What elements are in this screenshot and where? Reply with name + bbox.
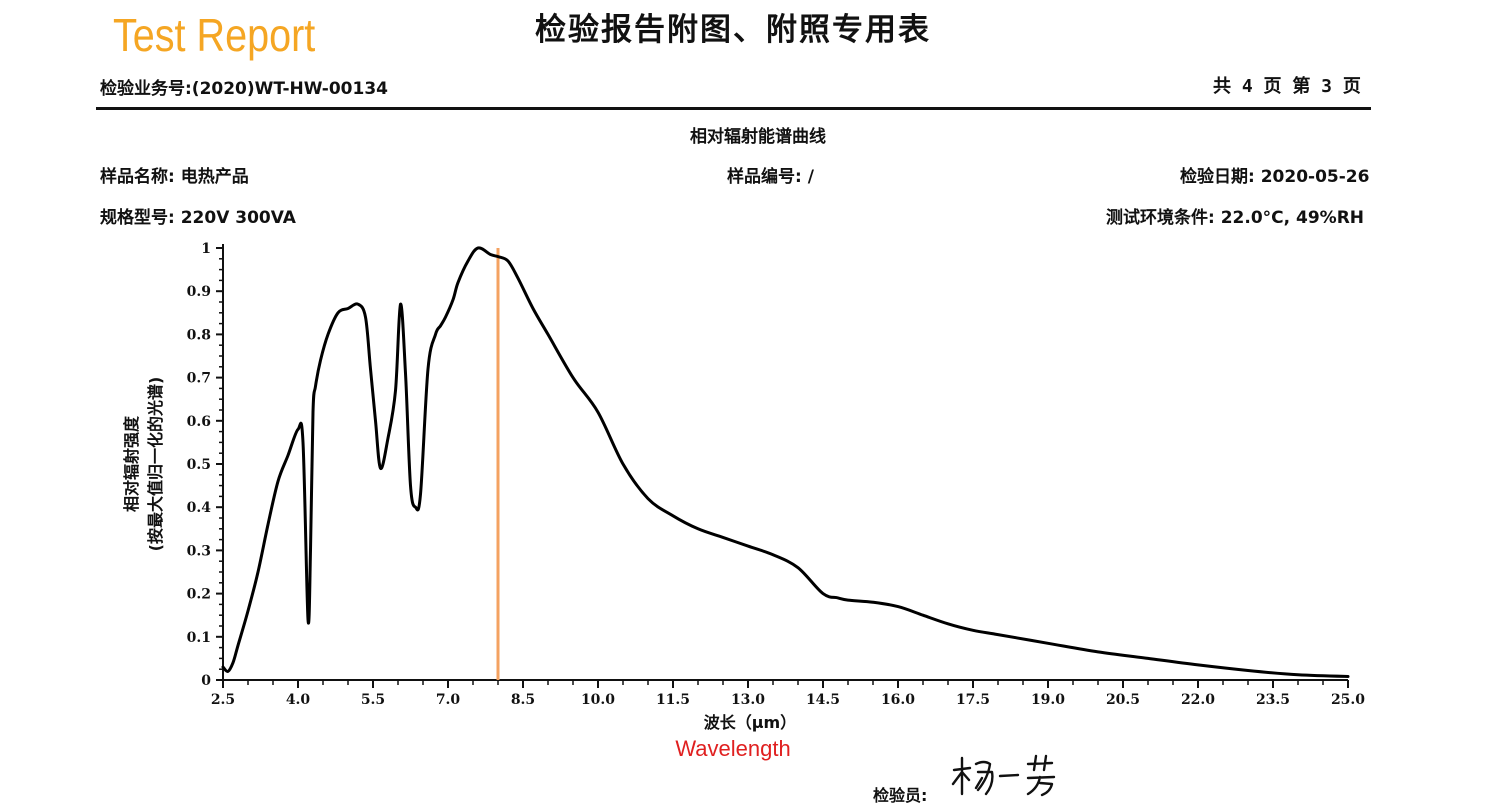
x-tick-label: 4.0: [286, 692, 311, 708]
y-tick-label: 0.9: [187, 284, 211, 300]
x-tick-label: 22.0: [1181, 692, 1215, 708]
test-date: 检验日期: 2020-05-26: [1180, 167, 1370, 187]
x-tick-label: 13.0: [731, 692, 765, 708]
header-divider: [96, 107, 1371, 110]
chart-title: 相对辐射能谱曲线: [690, 127, 826, 147]
y-tick-label: 0.2: [187, 587, 211, 603]
y-tick-label: 0.1: [187, 630, 211, 646]
y-tick-label: 0.5: [187, 457, 211, 473]
specification: 规格型号: 220V 300VA: [100, 208, 296, 228]
x-tick-label: 11.5: [656, 692, 690, 708]
test-environment: 测试环境条件: 22.0°C, 49%RH: [1106, 208, 1365, 228]
x-tick-label: 17.5: [956, 692, 990, 708]
y-tick-label: 0.6: [187, 414, 211, 430]
x-tick-label: 19.0: [1031, 692, 1065, 708]
y-tick-label: 1: [201, 241, 211, 257]
x-tick-label: 2.5: [211, 692, 235, 708]
x-tick-label: 14.5: [806, 692, 840, 708]
inspector-label: 检验员:: [873, 786, 928, 805]
y-tick-label: 0.4: [187, 500, 212, 516]
x-axis-title: 波长（μm）: [704, 713, 796, 732]
y-tick-label: 0.3: [187, 543, 211, 559]
y-axis-title-line1: 相对辐射强度: [122, 415, 141, 512]
sample-name: 样品名称: 电热产品: [100, 167, 249, 187]
document-title: 检验报告附图、附照专用表: [535, 12, 931, 48]
tick-marks: [216, 247, 1349, 688]
x-axis-annotation: Wavelength: [675, 736, 790, 761]
tick-labels: 0 0.1 0.2 0.3 0.4 0.5 0.6 0.7 0.8 0.9 1 2.5 4.0 5.5 7.…: [187, 241, 1366, 708]
x-tick-label: 10.0: [581, 692, 615, 708]
y-tick-label: 0.7: [187, 371, 211, 387]
sample-number: 样品编号: /: [727, 167, 814, 187]
spectrum-curve: [221, 246, 1350, 678]
y-tick-label: 0: [201, 673, 211, 689]
y-axis-title: 相对辐射强度 (按最大值归一化的光谱): [122, 377, 165, 552]
x-tick-label: 20.5: [1106, 692, 1140, 708]
report-number: 检验业务号:(2020)WT-HW-00134: [100, 79, 388, 99]
y-tick-label: 0.8: [187, 327, 211, 343]
x-tick-label: 25.0: [1331, 692, 1365, 708]
inspector-signature: [951, 754, 1056, 797]
page-info: 共 4 页 第 3 页: [1213, 76, 1361, 97]
x-tick-label: 23.5: [1256, 692, 1290, 708]
y-axis-title-line2: (按最大值归一化的光谱): [146, 377, 165, 552]
x-tick-label: 16.0: [881, 692, 915, 708]
x-tick-label: 8.5: [511, 692, 535, 708]
test-report-label: Test Report: [113, 9, 316, 61]
x-tick-label: 5.5: [361, 692, 385, 708]
x-tick-label: 7.0: [436, 692, 461, 708]
